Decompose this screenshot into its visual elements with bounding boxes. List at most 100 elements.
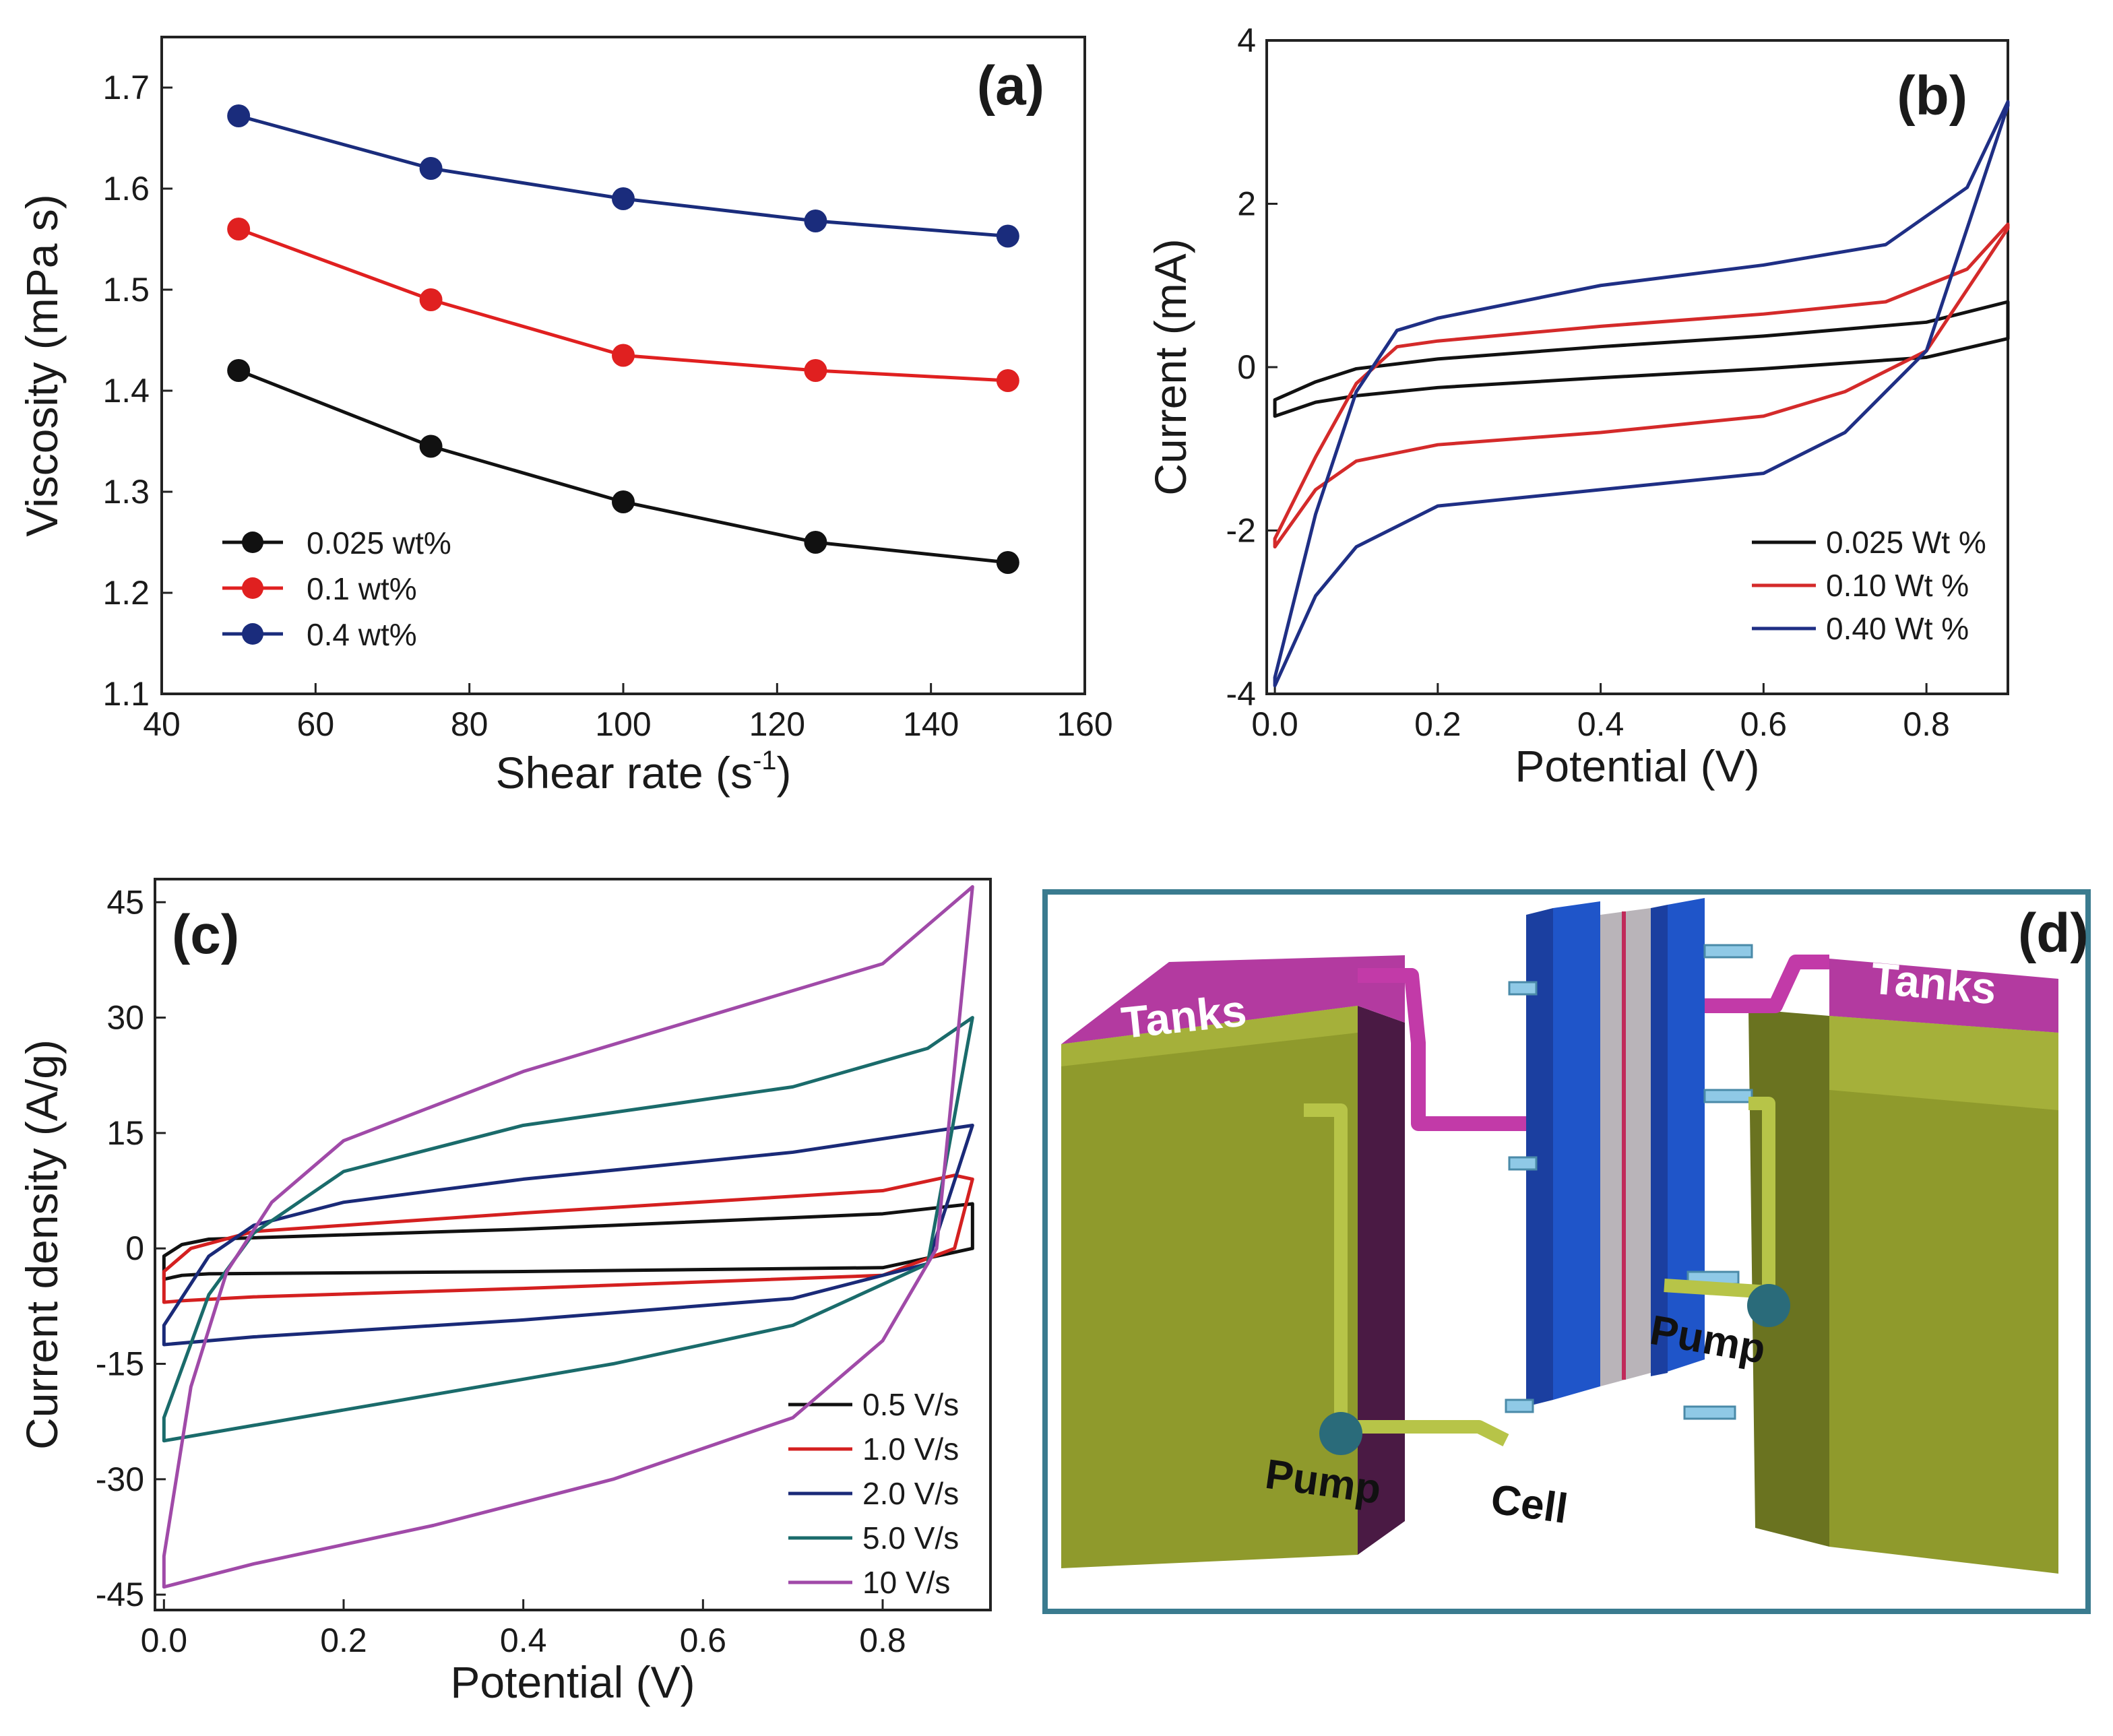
data-point <box>804 531 827 554</box>
y-tick-label: -4 <box>1226 675 1256 713</box>
legend-label: 0.5 V/s <box>862 1387 959 1422</box>
data-point <box>227 104 251 127</box>
right-tank-label: Tanks <box>1869 953 1998 1014</box>
right-pump <box>1747 1284 1790 1327</box>
legend-label: 10 V/s <box>862 1565 950 1600</box>
chart-a: 40 60 80 100 120 140 160 1.1 1.2 1.3 1.4 1.5 1.6 1.7 S… <box>17 36 1113 798</box>
panel-a: 40 60 80 100 120 140 160 1.1 1.2 1.3 1.4 1.5 1.6 1.7 S… <box>0 0 1124 829</box>
x-tick-label: 0.0 <box>1251 705 1298 743</box>
y-tick-label: 1.4 <box>102 372 150 410</box>
right-tank-band <box>1829 1016 2058 1110</box>
bolt <box>1683 1405 1736 1420</box>
cv-loop <box>162 1016 974 1443</box>
x-tick-label: 0.2 <box>1414 705 1461 743</box>
x-tick-label: 0.2 <box>320 1621 367 1659</box>
panel-c: 0.0 0.2 0.4 0.6 0.8 45 30 15 0 -15 -30 -45 Potential… <box>0 842 1031 1733</box>
y-tick-label: 0 <box>1237 348 1256 386</box>
x-axis-label: Potential (V) <box>1515 741 1759 791</box>
right-pink-pipe <box>1705 955 1829 1013</box>
x-tick-label: 120 <box>749 705 805 743</box>
left-pink-pipe <box>1358 968 1526 1131</box>
right-green-pipe <box>1664 1097 1775 1299</box>
x-tick-label: 0.4 <box>1577 705 1625 743</box>
data-point <box>996 551 1019 574</box>
x-tick-label: 0.8 <box>1903 705 1950 743</box>
left-tank-front <box>1061 1006 1358 1568</box>
cell-frame-left-side <box>1526 908 1553 1407</box>
legend-marker <box>242 623 263 645</box>
panel-b: 0.0 0.2 0.4 0.6 0.8 -4 -2 0 2 4 Potential (V) Curre… <box>1139 0 2113 829</box>
legend-label: 0.025 Wt % <box>1826 525 1986 560</box>
cv-loop <box>1273 300 2010 418</box>
x-tick-label: 0.4 <box>500 1621 547 1659</box>
panel-label: (c) <box>172 904 239 965</box>
y-tick-label: 1.7 <box>102 69 150 106</box>
y-tick-label: -45 <box>96 1576 144 1613</box>
plot-frame <box>154 878 992 1611</box>
y-tick-label: 1.5 <box>102 271 150 309</box>
x-axis-label: Potential (V) <box>450 1657 695 1707</box>
cv-loop <box>162 1174 974 1304</box>
data-point <box>996 224 1019 248</box>
left-tank-side <box>1358 1006 1405 1555</box>
x-tick-label: 140 <box>903 705 959 743</box>
panel-a-label: (a) <box>977 55 1044 117</box>
chart-b: 0.0 0.2 0.4 0.6 0.8 -4 -2 0 2 4 Potential (V) Curre… <box>1145 22 2010 791</box>
legend-label: 2.0 V/s <box>862 1476 959 1511</box>
data-point <box>419 288 443 311</box>
right-tank-front <box>1829 1016 2058 1574</box>
x-tick-label: 80 <box>451 705 488 743</box>
bolt <box>1703 944 1753 959</box>
data-point <box>804 210 827 232</box>
legend-label: 0.025 wt% <box>307 525 451 560</box>
legend-label: 0.10 Wt % <box>1826 568 1969 603</box>
cv-loop <box>1273 100 2010 688</box>
y-tick-label: 2 <box>1237 185 1256 223</box>
cv-loop <box>162 1123 974 1347</box>
y-tick-label: 0 <box>125 1229 144 1267</box>
y-tick-label: 1.1 <box>102 675 150 713</box>
x-tick-label: 0.8 <box>859 1621 906 1659</box>
bolt <box>1505 1399 1534 1413</box>
y-tick-label: 1.2 <box>102 574 150 612</box>
x-tick-label: 100 <box>595 705 651 743</box>
right-tank-side <box>1748 1009 1829 1547</box>
cell-frame-right <box>1668 898 1705 1372</box>
legend-marker <box>242 577 263 599</box>
bolt <box>1508 981 1538 996</box>
data-point <box>227 218 251 240</box>
legend-label: 1.0 V/s <box>862 1432 959 1467</box>
data-point <box>612 344 635 367</box>
y-tick-label: 1.6 <box>102 170 150 207</box>
y-tick-label: -2 <box>1226 512 1256 550</box>
panel-label: (b) <box>1897 65 1967 127</box>
bolt <box>1508 1156 1538 1171</box>
left-tank-cap <box>1061 955 1405 1044</box>
data-point <box>612 187 635 210</box>
data-point <box>227 359 251 382</box>
y-tick-label: 15 <box>106 1114 144 1152</box>
y-tick-label: -30 <box>96 1460 144 1498</box>
cv-loop <box>162 885 974 1589</box>
cell-label: Cell <box>1488 1476 1571 1533</box>
x-tick-label: 0.6 <box>680 1621 727 1659</box>
panel-d: Tanks Tanks <box>1041 888 2092 1615</box>
y-tick-label: 45 <box>106 883 144 921</box>
series-line <box>238 114 1009 238</box>
cell-frame-left <box>1553 901 1600 1400</box>
x-tick-label: 0.0 <box>141 1621 188 1659</box>
y-tick-label: 30 <box>106 999 144 1037</box>
data-point <box>804 359 827 382</box>
y-axis-label: Viscosity (mPa s) <box>17 194 67 537</box>
cv-loop <box>162 1202 974 1281</box>
panel-d-label: (d) <box>2018 903 2089 964</box>
data-point <box>612 490 635 513</box>
y-tick-label: 4 <box>1237 22 1256 59</box>
x-tick-label: 0.6 <box>1740 705 1788 743</box>
pink-pipes <box>1358 955 1829 1131</box>
data-point <box>419 157 443 180</box>
data-point <box>996 369 1019 392</box>
y-tick-label: 1.3 <box>102 473 150 511</box>
bolt <box>1703 1089 1753 1103</box>
y-axis-label: Current density (A/g) <box>17 1039 67 1450</box>
